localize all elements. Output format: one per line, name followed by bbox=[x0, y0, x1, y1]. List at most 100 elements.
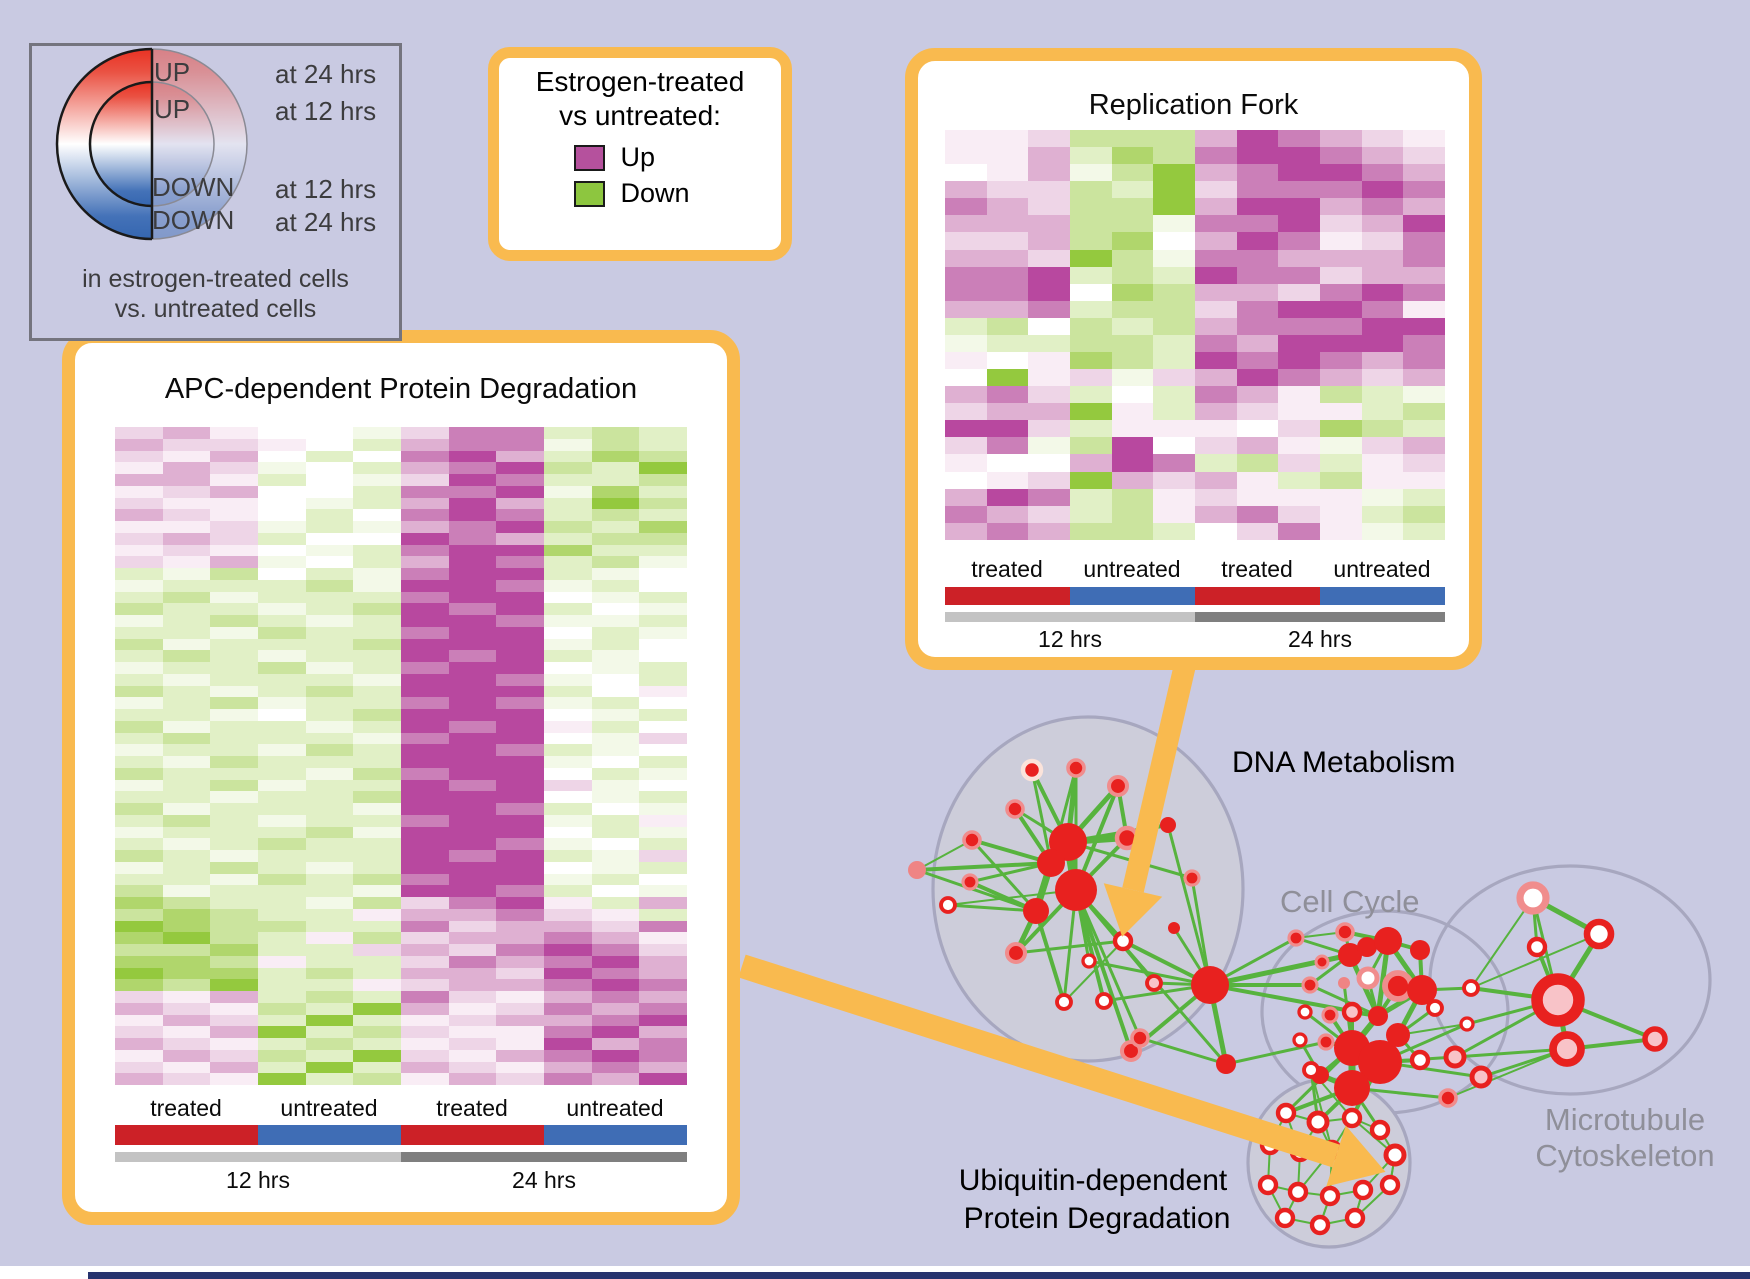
heatmap-cell bbox=[401, 579, 449, 592]
heatmap-cell bbox=[496, 803, 545, 815]
heatmap-cell bbox=[258, 1073, 306, 1085]
network-node bbox=[1314, 954, 1330, 970]
heatmap-cell bbox=[353, 897, 402, 909]
network-node bbox=[1055, 869, 1097, 911]
heatmap-cell bbox=[639, 779, 688, 792]
heatmap-cell bbox=[639, 885, 688, 897]
heatmap-cell bbox=[162, 1002, 211, 1015]
heatmap-cell bbox=[353, 1061, 402, 1074]
heatmap-cell bbox=[1320, 505, 1362, 523]
heatmap-cell bbox=[401, 450, 449, 463]
heatmap-cell bbox=[305, 1061, 354, 1074]
heatmap-cell bbox=[448, 1049, 497, 1062]
heatmap-cell bbox=[1320, 317, 1362, 335]
heatmap-cell bbox=[162, 1014, 211, 1027]
heatmap-cell bbox=[305, 720, 354, 733]
heatmap-cell bbox=[1403, 437, 1446, 455]
heatmap-cell bbox=[210, 979, 259, 991]
heatmap-cell bbox=[986, 352, 1029, 370]
heatmap-cell bbox=[448, 944, 497, 956]
heatmap-cell bbox=[639, 803, 688, 815]
heatmap-cell bbox=[448, 908, 497, 921]
heatmap-cell bbox=[1320, 403, 1362, 421]
heatmap-row bbox=[945, 437, 1446, 455]
heatmap-cell bbox=[986, 403, 1029, 421]
heatmap-cell bbox=[1153, 317, 1196, 335]
heatmap-cell bbox=[401, 591, 449, 604]
heatmap-cell bbox=[162, 626, 211, 639]
heatmap-cell bbox=[1361, 522, 1404, 540]
heatmap-cell bbox=[544, 485, 592, 498]
heatmap-cell bbox=[448, 1002, 497, 1015]
heatmap-cell bbox=[1320, 522, 1362, 540]
heatmap-cell bbox=[210, 791, 259, 803]
heatmap-cell bbox=[162, 532, 211, 545]
heatmap-row bbox=[115, 462, 688, 474]
heatmap-cell bbox=[639, 955, 688, 968]
heatmap-cell bbox=[1278, 283, 1321, 301]
heatmap-cell bbox=[1070, 147, 1112, 165]
heatmap-cell bbox=[496, 756, 545, 768]
heatmap-cell bbox=[1111, 164, 1154, 182]
heatmap-cell bbox=[1361, 334, 1404, 353]
heatmap-cell bbox=[1320, 283, 1362, 301]
apc-untreated-bar-24h bbox=[544, 1125, 687, 1145]
heatmap-cell bbox=[401, 744, 449, 756]
heatmap-cell bbox=[162, 756, 211, 768]
heatmap-cell bbox=[210, 662, 259, 674]
heatmap-cell bbox=[305, 603, 354, 615]
heatmap-row bbox=[115, 544, 688, 557]
network-node bbox=[1344, 1207, 1366, 1229]
heatmap-cell bbox=[1195, 215, 1237, 233]
heatmap-cell bbox=[496, 967, 545, 980]
heatmap-cell bbox=[162, 814, 211, 827]
network-node bbox=[1443, 1045, 1467, 1069]
heatmap-cell bbox=[353, 979, 402, 991]
heatmap-cell bbox=[448, 814, 497, 827]
network-node bbox=[1338, 943, 1362, 967]
heatmap-cell bbox=[1320, 437, 1362, 455]
heatmap-cell bbox=[1278, 130, 1321, 148]
heatmap-cell bbox=[448, 638, 497, 651]
heatmap-cell bbox=[1070, 334, 1112, 353]
heatmap-cell bbox=[591, 979, 640, 991]
heatmap-row bbox=[945, 352, 1446, 370]
heatmap-cell bbox=[401, 979, 449, 991]
heatmap-cell bbox=[305, 991, 354, 1003]
heatmap-cell bbox=[353, 908, 402, 921]
heatmap-cell bbox=[544, 579, 592, 592]
heatmap-row bbox=[945, 471, 1446, 489]
heatmap-cell bbox=[1320, 300, 1362, 318]
heatmap-cell bbox=[353, 955, 402, 968]
heatmap-cell bbox=[210, 462, 259, 474]
heatmap-cell bbox=[1111, 420, 1154, 438]
heatmap-cell bbox=[115, 838, 163, 850]
heatmap-cell bbox=[162, 967, 211, 980]
heatmap-cell bbox=[258, 474, 306, 486]
heatmap-cell bbox=[162, 638, 211, 651]
heatmap-cell bbox=[210, 920, 259, 933]
heatmap-cell bbox=[945, 386, 987, 404]
heatmap-cell bbox=[162, 544, 211, 557]
heatmap-cell bbox=[115, 967, 163, 980]
heatmap-cell bbox=[1361, 369, 1404, 387]
heatmap-cell bbox=[1320, 386, 1362, 404]
heatmap-cell bbox=[258, 626, 306, 639]
heatmap-cell bbox=[353, 603, 402, 615]
heatmap-cell bbox=[210, 521, 259, 533]
heatmap-cell bbox=[210, 579, 259, 592]
network-node bbox=[1469, 1065, 1493, 1089]
heatmap-cell bbox=[115, 615, 163, 627]
heatmap-cell bbox=[496, 732, 545, 745]
heatmap-cell bbox=[1236, 386, 1279, 404]
network-node bbox=[1341, 1107, 1363, 1129]
heatmap-cell bbox=[1195, 147, 1237, 165]
heatmap-row bbox=[945, 266, 1446, 284]
heatmap-cell bbox=[258, 767, 306, 780]
heatmap-cell bbox=[986, 369, 1029, 387]
heatmap-cell bbox=[162, 568, 211, 580]
heatmap-row bbox=[115, 838, 688, 850]
network-node bbox=[1459, 1016, 1475, 1032]
heatmap-row bbox=[945, 369, 1446, 387]
heatmap-cell bbox=[639, 861, 688, 874]
